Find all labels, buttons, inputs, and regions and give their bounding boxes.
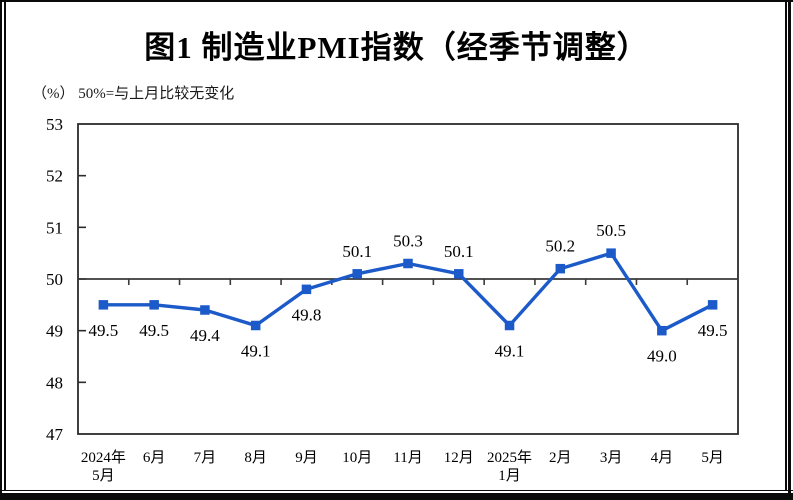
- x-axis-label: 2月: [549, 450, 572, 466]
- x-axis-label: 2024年: [81, 449, 126, 466]
- outer-border-bottom: [0, 493, 793, 500]
- y-axis-tick-label: 49: [46, 322, 63, 341]
- data-point-marker: [555, 263, 566, 274]
- x-axis-label: 1月: [498, 468, 521, 484]
- data-point-marker: [403, 258, 413, 269]
- data-point-marker: [200, 305, 210, 315]
- y-axis-tick-label: 50: [46, 270, 63, 289]
- x-axis-label: 8月: [244, 450, 267, 466]
- data-point-label: 49.5: [139, 321, 169, 340]
- x-axis-label: 2025年: [487, 449, 532, 466]
- inner-border-bottom: [0, 489, 793, 491]
- x-axis-label: 6月: [143, 450, 166, 466]
- data-point-label: 49.5: [698, 321, 728, 340]
- chart-title: 图1 制造业PMI指数（经季节调整）: [144, 30, 649, 65]
- x-axis-label: 12月: [444, 450, 474, 466]
- x-axis-label: 5月: [92, 468, 115, 484]
- data-point-label: 49.5: [89, 321, 119, 340]
- data-point-marker: [504, 320, 515, 331]
- x-axis-label: 4月: [651, 450, 674, 466]
- outer-border-right: [788, 0, 791, 500]
- inner-border-left: [4, 2, 6, 491]
- data-point-marker: [149, 300, 159, 310]
- y-axis-tick-label: 52: [46, 167, 63, 186]
- data-point-marker: [98, 300, 109, 310]
- data-point-marker: [250, 320, 261, 331]
- data-point-label: 50.5: [596, 221, 626, 240]
- outer-border-left: [0, 0, 2, 500]
- data-point-label: 49.4: [190, 326, 220, 345]
- x-axis-label: 9月: [295, 450, 318, 466]
- x-axis-label: 11月: [393, 450, 422, 466]
- y-axis-tick-label: 47: [46, 425, 64, 444]
- data-point-label: 50.1: [444, 242, 474, 261]
- data-point-marker: [352, 269, 362, 279]
- y-axis-tick-label: 48: [46, 373, 63, 392]
- x-axis-label: 7月: [194, 450, 217, 466]
- data-point-label: 49.8: [292, 305, 322, 324]
- x-axis-label: 10月: [342, 450, 372, 466]
- data-point-marker: [301, 284, 312, 295]
- data-point-label: 49.1: [241, 342, 271, 361]
- data-point-marker: [707, 300, 718, 310]
- axis-unit-note: （%） 50%=与上月比较无变化: [32, 86, 235, 102]
- data-point-label: 49.0: [647, 347, 677, 366]
- y-axis-tick-label: 53: [46, 115, 63, 134]
- data-point-label: 50.2: [545, 237, 575, 256]
- data-point-marker: [606, 248, 616, 258]
- outer-border-top: [0, 0, 793, 2]
- data-point-label: 50.3: [393, 232, 423, 251]
- data-point-label: 49.1: [495, 342, 525, 361]
- x-axis-label: 3月: [600, 450, 623, 466]
- data-point-marker: [454, 269, 464, 279]
- x-axis-label: 5月: [701, 450, 724, 466]
- y-axis-tick-label: 51: [46, 218, 63, 237]
- data-point-marker: [657, 325, 667, 336]
- data-point-label: 50.1: [342, 242, 372, 261]
- inner-border-right: [785, 2, 787, 491]
